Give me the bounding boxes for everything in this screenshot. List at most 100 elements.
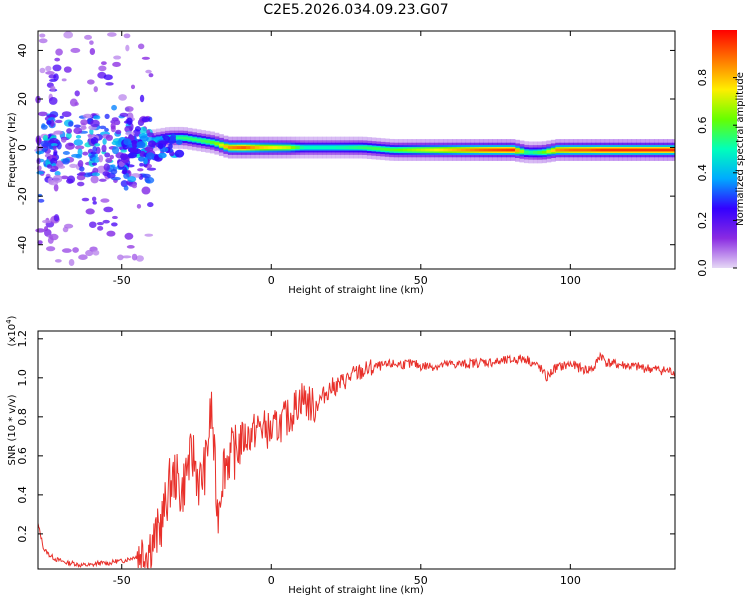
spectrogram-cell	[591, 148, 597, 152]
spectrogram-blob	[48, 96, 58, 105]
spectrogram-y-axis-label: Frequency (Hz)	[7, 112, 18, 188]
spectrogram-blob	[93, 86, 98, 93]
spectrogram-x-ticks: -50 0 50 100	[113, 31, 581, 287]
spectrogram-cell	[178, 136, 184, 140]
colorbar-label: Normalized spectral amplitude	[735, 72, 746, 226]
spectrogram-cell	[335, 146, 341, 150]
spectrogram-blob	[80, 119, 88, 126]
spectrogram-blob	[90, 175, 99, 184]
spectrogram-y-tick-label: 40	[16, 43, 29, 57]
spectrogram-blob	[91, 162, 98, 166]
spectrogram-cell	[236, 146, 242, 150]
spectrogram-cell	[281, 146, 287, 150]
spectrogram-blob	[54, 171, 61, 176]
spectrogram-cell	[488, 148, 493, 152]
spectrogram-blob	[147, 202, 154, 208]
spectrogram-cell	[393, 148, 399, 152]
spectrogram-blob	[134, 126, 141, 132]
spectrogram-blob	[49, 233, 59, 241]
spectrogram-blob	[90, 136, 99, 145]
spectrogram-blob	[175, 139, 183, 145]
spectrogram-cell	[622, 148, 628, 152]
spectrogram-cell	[384, 148, 390, 151]
spectrogram-blob	[174, 149, 185, 158]
spectrogram-cell	[218, 143, 224, 147]
spectrogram-blob	[115, 129, 122, 135]
snr-y-multiplier-close: )	[7, 315, 18, 319]
spectrogram-blob	[97, 225, 104, 231]
spectrogram-cell	[604, 148, 610, 152]
spectrogram-cell	[546, 150, 552, 153]
spectrogram-blob	[53, 151, 58, 156]
spectrogram-cell	[672, 148, 676, 152]
spectrogram-blob	[89, 221, 97, 229]
spectrogram-blob	[66, 128, 73, 134]
spectrogram-blob	[53, 214, 60, 222]
spectrogram-blob	[145, 129, 151, 134]
spectrogram-cell	[537, 150, 543, 154]
spectrogram-blob	[123, 185, 129, 191]
spectrogram-cell	[268, 146, 274, 150]
spectrogram-blob	[135, 255, 144, 262]
spectrogram-cell	[174, 136, 179, 140]
spectrogram-blob	[91, 196, 97, 202]
colorbar-tick-label: 0.4	[696, 164, 709, 182]
spectrogram-blob	[124, 232, 134, 240]
spectrogram-blob	[139, 126, 147, 134]
spectrogram-blob	[69, 163, 78, 168]
spectrogram-cell	[402, 148, 408, 152]
spectrogram-blob	[137, 43, 145, 50]
snr-x-tick-label: -50	[113, 574, 131, 587]
spectrogram-blob	[84, 34, 92, 40]
spectrogram-blob	[94, 143, 101, 147]
spectrogram-x-tick-label: 100	[560, 274, 581, 287]
spectrogram-cell	[214, 142, 220, 146]
spectrogram-blob	[120, 149, 127, 153]
colorbar-ticks: 0.0 0.2 0.4 0.6 0.8	[696, 69, 737, 277]
spectrogram-panel: -50 0 50 100 -40 -20 0 20 40 Height of straight…	[7, 30, 676, 296]
spectrogram-cell	[357, 146, 363, 150]
spectrogram-cell	[290, 146, 296, 150]
spectrogram-cell	[380, 147, 386, 151]
spectrogram-blob	[60, 175, 69, 180]
snr-y-tick-label: 1.0	[16, 369, 29, 387]
spectrogram-blob	[141, 116, 151, 123]
colorbar: 0.0 0.2 0.4 0.6 0.8 Normalized spectral ampl…	[696, 30, 746, 277]
spectrogram-blob	[69, 98, 78, 107]
spectrogram-cell	[322, 146, 327, 150]
spectrogram-blob	[44, 226, 49, 231]
spectrogram-blob	[85, 208, 95, 215]
spectrogram-blob	[110, 168, 118, 175]
spectrogram-blob	[35, 228, 46, 233]
spectrogram-cell	[317, 146, 323, 150]
spectrogram-blob	[101, 144, 107, 153]
spectrogram-blob	[50, 142, 58, 147]
spectrogram-cell	[277, 146, 283, 150]
spectrogram-blob	[78, 171, 86, 176]
spectrogram-blob	[77, 148, 83, 156]
spectrogram-blob	[98, 154, 104, 163]
snr-y-multiplier-base: (x10	[7, 324, 18, 347]
spectrogram-blob	[102, 171, 110, 177]
spectrogram-blob	[40, 124, 48, 130]
spectrogram-cell	[200, 139, 206, 143]
spectrogram-cell	[510, 148, 516, 152]
spectrogram-cell	[640, 148, 646, 152]
spectrogram-blob	[50, 157, 58, 165]
spectrogram-blob	[42, 219, 52, 224]
spectrogram-cell	[389, 148, 395, 152]
spectrogram-cell	[420, 148, 426, 152]
spectrogram-blob	[139, 135, 149, 142]
spectrogram-blob	[54, 119, 63, 124]
spectrogram-blob	[102, 219, 110, 224]
spectrogram-cell	[497, 148, 502, 152]
spectrogram-cell	[523, 150, 529, 154]
spectrogram-blob	[105, 157, 113, 163]
spectrogram-cell	[187, 137, 193, 141]
spectrogram-blob	[35, 137, 42, 144]
spectrogram-blob	[52, 174, 63, 183]
spectrogram-blob	[62, 158, 70, 165]
spectrogram-blob	[124, 106, 134, 112]
spectrogram-blob	[45, 65, 52, 72]
spectrogram-blob	[127, 152, 138, 159]
